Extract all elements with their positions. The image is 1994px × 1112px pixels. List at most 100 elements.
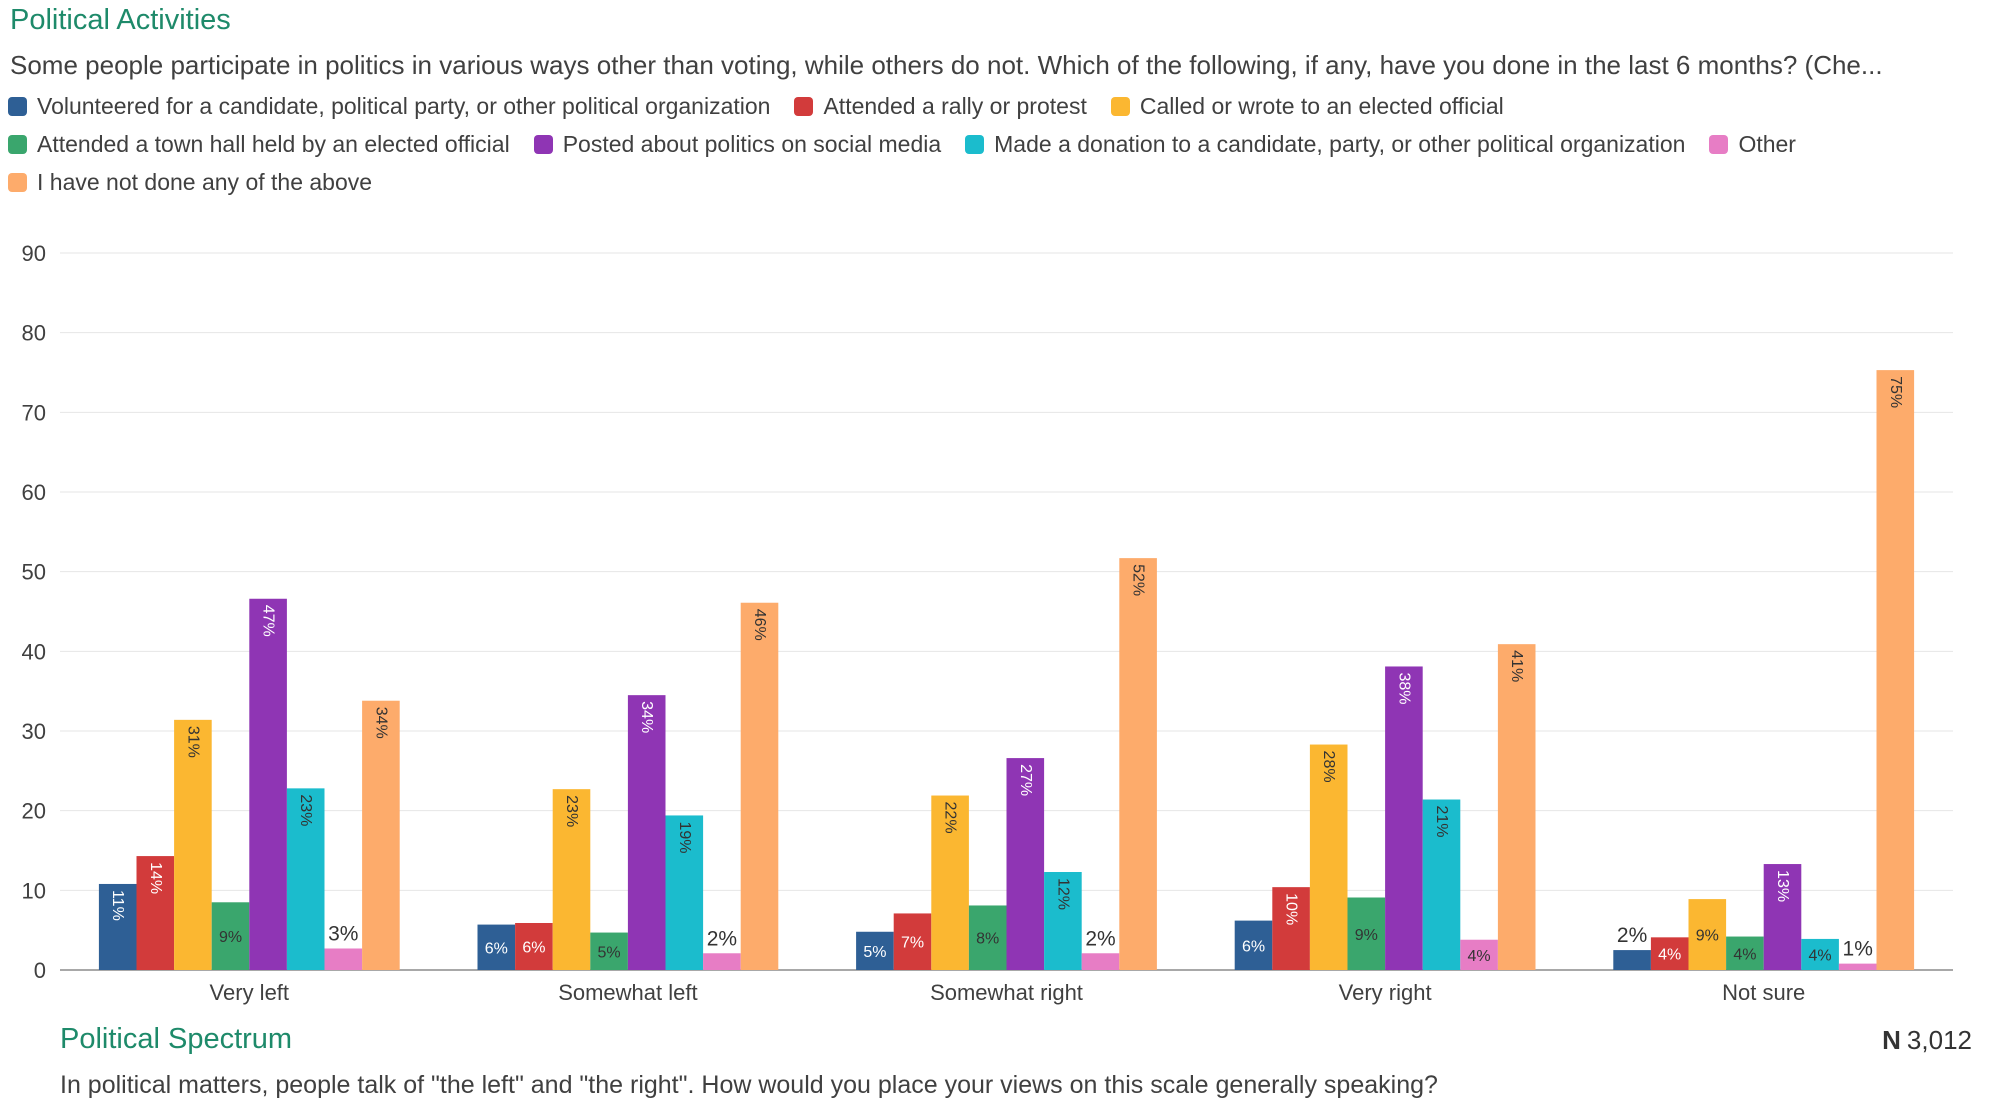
legend-label: Attended a town hall held by an elected … [37,131,510,157]
x-axis-question: In political matters, people talk of "th… [60,1071,1438,1099]
bar[interactable] [1119,558,1157,970]
data-label: 27% [1017,764,1034,796]
legend-label: I have not done any of the above [37,169,373,195]
legend-swatch [8,135,27,154]
data-label: 52% [1130,564,1147,596]
bar[interactable] [968,905,1007,970]
x-tick-label: Very right [1339,980,1432,1005]
legend-label: Called or wrote to an elected official [1139,93,1504,119]
legend-item[interactable]: Attended a town hall held by an elected … [8,130,510,159]
bar[interactable] [1650,937,1689,970]
bar[interactable] [1726,936,1764,970]
sample-size: N 3,012 [1882,1025,1972,1056]
bar[interactable] [1876,370,1915,970]
legend-label: Attended a rally or protest [823,93,1087,119]
y-tick-label: 50 [22,560,46,585]
data-label: 75% [1887,376,1904,408]
bar[interactable] [286,788,325,970]
bar[interactable] [1081,953,1120,970]
data-label: 8% [976,931,999,948]
bar[interactable] [1838,963,1877,970]
data-label: 9% [1696,928,1719,945]
bar[interactable] [1347,897,1386,970]
bar[interactable] [1763,864,1802,970]
bar[interactable] [1497,644,1536,970]
bar[interactable] [477,924,516,970]
x-tick-label: Very left [210,980,289,1005]
legend: Volunteered for a candidate, political p… [8,92,1958,197]
bar-chart: 0 10 20 30 40 50 60 70 80 90 11% 14% 31% 9% 47% 23% 3% 3… [22,241,1953,1005]
bar[interactable] [703,953,741,970]
data-label: 47% [260,605,277,637]
legend-swatch [794,97,814,116]
legend-swatch [1709,135,1729,154]
data-label: 7% [901,935,924,952]
bar[interactable] [1688,899,1727,970]
bar[interactable] [1613,950,1651,970]
bar[interactable] [552,789,591,970]
data-label: 11% [109,890,126,921]
bar[interactable] [1309,744,1348,970]
data-label: 4% [1733,946,1756,963]
data-label: 12% [1054,878,1071,910]
legend-label: Made a donation to a candidate, party, o… [994,131,1686,157]
y-tick-label: 80 [22,321,46,346]
legend-label: Other [1738,131,1796,157]
bar[interactable] [1460,939,1498,970]
bar[interactable] [1234,920,1273,970]
data-label: 28% [1320,751,1337,783]
x-axis-title: Political Spectrum [60,1023,293,1055]
data-label: 41% [1508,650,1525,682]
bar[interactable] [627,695,666,970]
bar[interactable] [590,932,628,970]
legend-item[interactable]: I have not done any of the above [8,168,372,197]
legend-swatch [533,135,553,154]
legend-item[interactable]: Made a donation to a candidate, party, o… [965,130,1685,159]
y-tick-label: 60 [22,480,46,505]
y-axis: 0 10 20 30 40 50 60 70 80 90 [22,241,46,983]
bar[interactable] [856,931,894,970]
x-tick-label: Not sure [1722,980,1805,1005]
legend-item[interactable]: Called or wrote to an elected official [1110,92,1504,121]
legend-item[interactable]: Other [1709,130,1796,159]
bar[interactable] [98,883,137,970]
bar[interactable] [893,913,932,970]
y-tick-label: 40 [22,639,46,664]
data-label: 2% [1617,924,1647,947]
data-label: 4% [1468,948,1491,965]
data-label: 34% [638,701,655,733]
y-tick-label: 90 [22,241,46,266]
bar[interactable] [515,922,553,970]
bar[interactable] [249,598,287,970]
bar[interactable] [136,856,175,970]
y-tick-label: 30 [22,719,46,744]
bar[interactable] [211,902,250,970]
chart-question: Some people participate in politics in v… [10,50,1883,80]
y-tick-label: 70 [22,400,46,425]
bar[interactable] [174,719,212,970]
data-label: 31% [184,726,201,758]
bar[interactable] [740,602,779,970]
y-tick-label: 20 [22,799,46,824]
legend-item[interactable]: Posted about politics on social media [533,130,942,159]
bars [98,370,1915,970]
bar[interactable] [1006,758,1045,970]
legend-item[interactable]: Attended a rally or protest [794,92,1087,121]
bar[interactable] [1044,872,1082,970]
bar[interactable] [1422,799,1461,970]
data-label: 10% [1283,893,1300,925]
data-labels: 11% 14% 31% 9% 47% 23% 3% 34% 6% 6% 23% 5% 34% 19% 2% 4… [109,376,1904,965]
bar[interactable] [1272,887,1310,970]
bar[interactable] [324,948,363,970]
data-label: 22% [942,802,959,834]
data-label: 14% [147,862,164,894]
bar[interactable] [1385,666,1423,970]
legend-item[interactable]: Volunteered for a candidate, political p… [8,92,770,121]
data-label: 46% [751,609,768,641]
bar[interactable] [931,795,969,970]
data-label: 21% [1433,806,1450,838]
bar[interactable] [362,700,400,970]
bar[interactable] [1801,938,1839,970]
legend-label: Posted about politics on social media [562,131,942,157]
bar[interactable] [665,815,704,970]
